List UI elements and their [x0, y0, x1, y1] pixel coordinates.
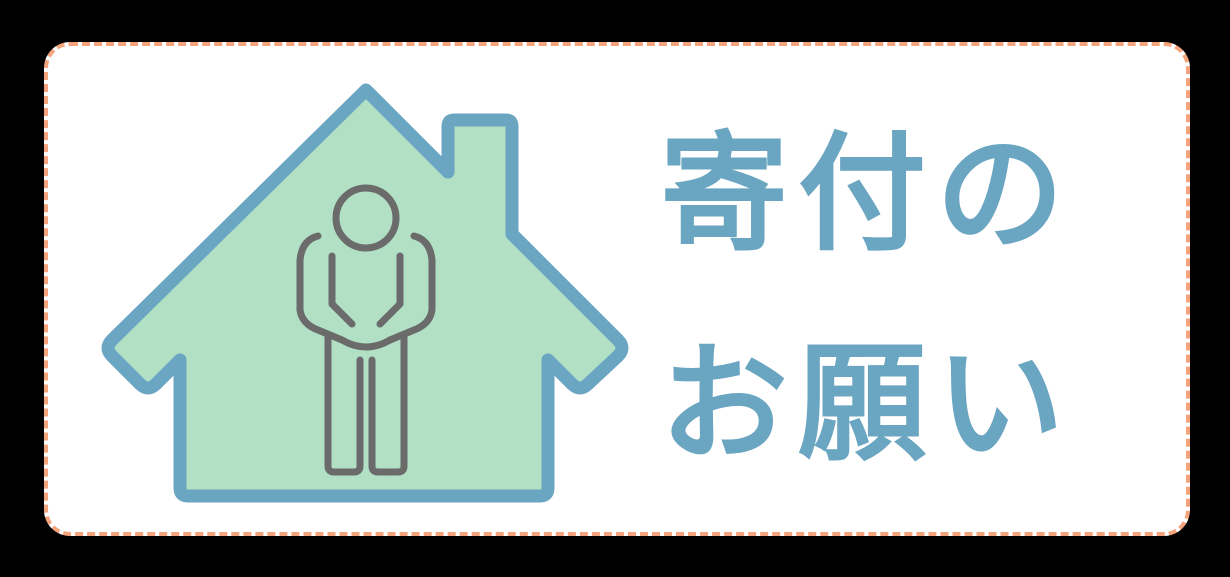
- person-left-arm: [296, 232, 346, 344]
- person-hands: [338, 336, 394, 351]
- bowing-person-icon: [296, 184, 436, 476]
- title-line-1: 寄付の: [660, 120, 1075, 269]
- title-block: 寄付の お願い: [660, 120, 1160, 480]
- person-right-inner-arm: [376, 252, 404, 328]
- person-left-leg: [324, 332, 364, 476]
- person-left-inner-arm: [328, 252, 356, 328]
- title-line-2: お願い: [660, 330, 1075, 479]
- person-right-arm: [386, 232, 436, 344]
- person-head: [332, 184, 400, 252]
- house-icon: [101, 83, 629, 503]
- house-shape: [101, 83, 629, 503]
- person-right-leg: [368, 332, 408, 476]
